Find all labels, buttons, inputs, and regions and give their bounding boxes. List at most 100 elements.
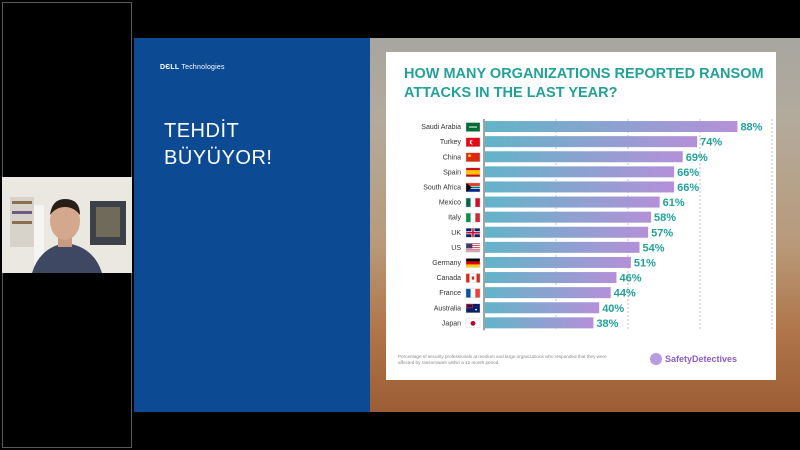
value-label: 46%	[619, 273, 641, 285]
chart-footnote: Percentage of security professionals at …	[398, 354, 607, 365]
presentation-slide: DЄLL Technologies TEHDİT BÜYÜYOR! HOW MA…	[134, 38, 800, 412]
flag-part	[475, 198, 480, 208]
flag-part	[470, 198, 476, 208]
bar	[485, 241, 640, 253]
flag-part	[466, 248, 480, 250]
bar	[485, 256, 631, 268]
flag-italy-icon	[465, 212, 481, 223]
flag-part	[466, 186, 480, 189]
slide-title-line-1: TEHDİT	[164, 120, 240, 142]
value-label: 88%	[740, 122, 762, 134]
flag-border	[465, 288, 481, 298]
bar	[485, 196, 660, 208]
flag-border	[465, 152, 481, 162]
country-label: South Africa	[423, 184, 461, 191]
country-label: US	[451, 245, 461, 252]
flag-border	[465, 182, 481, 193]
flag-part	[470, 213, 476, 223]
value-label: 66%	[677, 167, 699, 179]
flag-japan-icon	[465, 318, 481, 329]
logo-suffix: Technologies	[181, 64, 225, 71]
flag-part	[466, 288, 471, 298]
value-label: 54%	[643, 242, 665, 254]
flag-part	[466, 246, 480, 247]
slide-title: TEHDİT BÜYÜYOR!	[164, 118, 272, 172]
flag-canada-icon	[465, 273, 481, 283]
flag-border	[465, 122, 481, 132]
flag-part	[466, 264, 480, 268]
flag-part	[466, 249, 480, 251]
detective-icon	[650, 353, 662, 365]
slide-left-panel: DЄLL Technologies TEHDİT BÜYÜYOR!	[134, 38, 370, 412]
flag-part	[466, 245, 480, 247]
flag-china-icon	[465, 152, 481, 162]
flag-part	[466, 182, 472, 192]
flag-part	[475, 213, 480, 223]
flag-part	[466, 273, 470, 283]
flag-part	[466, 258, 480, 262]
brand-name: SafetyDetectives	[665, 354, 738, 364]
value-label: 38%	[596, 318, 618, 330]
flag-part	[466, 198, 471, 208]
value-label: 57%	[651, 227, 673, 239]
bar	[485, 226, 649, 238]
presenter-image	[2, 177, 132, 273]
flag-part	[466, 152, 480, 162]
flag-part	[466, 250, 480, 252]
value-label: 44%	[614, 288, 636, 300]
flag-saudi-arabia-icon	[465, 122, 481, 132]
flag-part	[466, 251, 480, 253]
flag-part	[466, 243, 480, 245]
country-label: Italy	[448, 215, 461, 222]
flag-us-icon	[465, 243, 481, 253]
flag-part	[470, 320, 476, 326]
flag-border	[465, 212, 481, 223]
flag-part	[472, 228, 474, 238]
flag-part	[466, 261, 480, 265]
flag-border	[465, 318, 481, 329]
bar-chart: Saudi Arabia 88% Turkey 74% China 69% Spain 66%…	[421, 119, 773, 331]
bar	[485, 136, 698, 148]
flag-part	[475, 288, 480, 298]
flag-part	[475, 308, 477, 311]
bar	[485, 166, 675, 178]
slide-title-line-2: BÜYÜYOR!	[164, 147, 273, 169]
country-label: France	[439, 290, 461, 297]
bar	[485, 317, 594, 329]
flag-border	[465, 167, 481, 178]
flag-part	[471, 276, 475, 280]
country-label: Australia	[434, 305, 461, 312]
flag-spain-icon	[465, 167, 481, 178]
flag-border	[465, 228, 481, 238]
flag-uk-icon	[465, 228, 481, 238]
participant-strip	[0, 0, 134, 450]
chart-title: HOW MANY ORGANIZATIONS REPORTED RANSOM A…	[404, 65, 774, 103]
flag-germany-icon	[465, 258, 481, 268]
value-label: 51%	[634, 257, 656, 269]
flag-france-icon	[465, 288, 481, 298]
logo-wordmark: DЄLL	[160, 64, 180, 71]
flag-border	[465, 197, 481, 208]
flag-south-africa-icon	[465, 182, 481, 193]
flag-part	[471, 140, 475, 144]
bar	[485, 181, 675, 193]
webcam-video[interactable]	[2, 177, 132, 273]
bar	[485, 287, 611, 299]
flag-part	[466, 182, 480, 188]
bar	[485, 302, 600, 314]
country-label: Germany	[432, 260, 461, 267]
value-label: 61%	[663, 197, 685, 209]
bar	[485, 151, 683, 163]
flag-border	[465, 243, 481, 253]
flag-mexico-icon	[465, 197, 481, 208]
bar	[485, 211, 652, 223]
flag-border	[465, 273, 481, 283]
country-label: Turkey	[440, 139, 462, 146]
dell-logo: DЄLL Technologies	[160, 64, 225, 71]
flag-border	[465, 258, 481, 268]
country-label: Saudi Arabia	[421, 124, 461, 131]
flag-part	[476, 273, 480, 283]
flag-part	[466, 187, 480, 192]
value-label: 40%	[602, 303, 624, 315]
flag-part	[469, 126, 477, 128]
